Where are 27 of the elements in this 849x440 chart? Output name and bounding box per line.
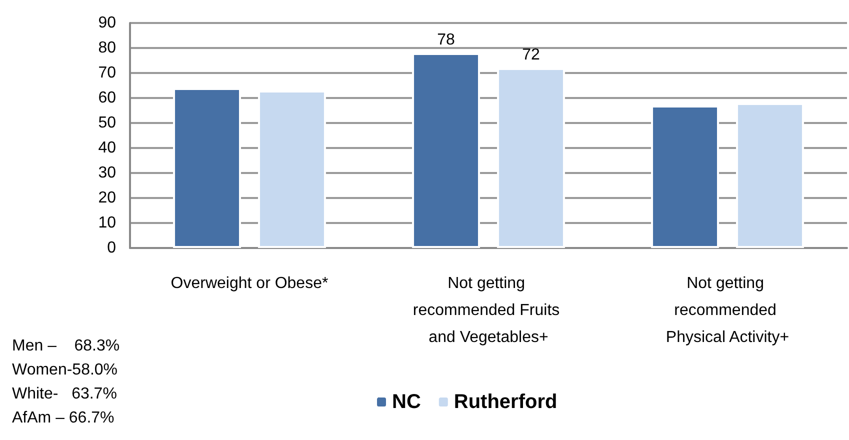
bar bbox=[412, 53, 480, 248]
x-tick-label: Not getting recommended Physical Activity+ bbox=[666, 275, 790, 346]
y-tick-label: 70 bbox=[98, 64, 116, 82]
bar bbox=[651, 106, 719, 248]
data-label: 78 bbox=[437, 32, 456, 48]
bar bbox=[173, 88, 241, 248]
y-tick-label: 50 bbox=[98, 114, 116, 132]
y-tick-label: 30 bbox=[98, 164, 116, 182]
bar bbox=[497, 68, 565, 248]
y-tick-label: 90 bbox=[98, 14, 116, 32]
text: White- 63.7% bbox=[12, 386, 117, 402]
x-tick-label: Overweight or Obese* bbox=[170, 275, 328, 292]
y-tick-label: 10 bbox=[98, 214, 116, 232]
y-tick-label: 0 bbox=[107, 240, 116, 256]
y-tick-label: 60 bbox=[98, 90, 116, 106]
y-tick-label: 80 bbox=[98, 40, 116, 56]
legend-label: NC bbox=[392, 391, 421, 413]
y-tick-label: 20 bbox=[98, 190, 116, 206]
text: Men – 68.3% bbox=[12, 338, 120, 354]
text: AfAm – 66.7% bbox=[12, 410, 114, 426]
bar bbox=[258, 90, 326, 248]
x-tick-label: Not getting recommended Fruits and Vegetables+ bbox=[412, 275, 564, 346]
data-label: 72 bbox=[522, 46, 540, 64]
bar bbox=[736, 103, 804, 248]
legend-label: Rutherford bbox=[454, 391, 558, 413]
y-tick-label: 40 bbox=[98, 140, 116, 156]
text: Women-58.0% bbox=[12, 362, 118, 378]
